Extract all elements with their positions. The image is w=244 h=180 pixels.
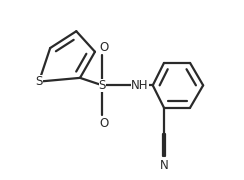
Text: NH: NH [131, 79, 149, 92]
Text: N: N [160, 159, 168, 172]
Text: S: S [99, 79, 106, 92]
Text: O: O [100, 41, 109, 54]
Text: O: O [100, 117, 109, 130]
Text: S: S [35, 75, 43, 88]
